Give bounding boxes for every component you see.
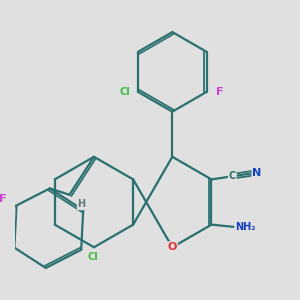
Text: N: N bbox=[252, 168, 262, 178]
Text: F: F bbox=[0, 194, 7, 204]
Text: NH₂: NH₂ bbox=[235, 222, 256, 232]
Text: O: O bbox=[168, 242, 177, 252]
Text: Cl: Cl bbox=[119, 87, 130, 97]
Text: H: H bbox=[78, 200, 86, 209]
Text: C: C bbox=[229, 171, 236, 181]
Text: Cl: Cl bbox=[87, 252, 98, 262]
Text: F: F bbox=[217, 87, 224, 97]
